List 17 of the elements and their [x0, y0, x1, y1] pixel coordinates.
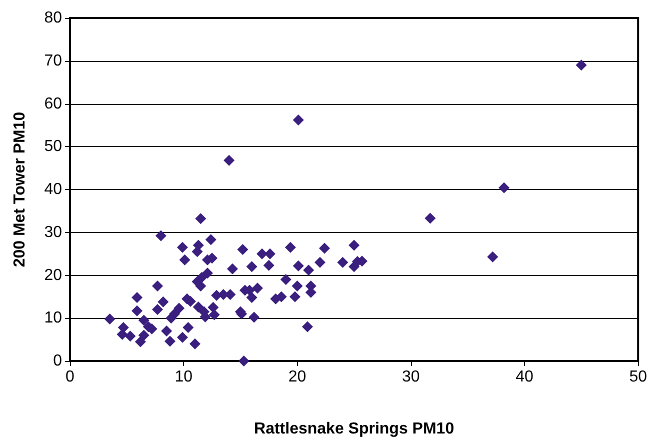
- x-tick-label: 20: [288, 368, 306, 386]
- y-tick-label: 30: [44, 224, 62, 241]
- x-tick-label: 40: [516, 368, 534, 386]
- y-tick-label: 0: [53, 352, 62, 370]
- y-tick-label: 50: [44, 138, 62, 156]
- x-tick-label: 50: [629, 368, 648, 386]
- y-tick-label: 40: [44, 181, 62, 198]
- x-tick-label: 10: [174, 368, 193, 386]
- x-tick-label: 30: [402, 368, 420, 386]
- x-tick-label: 0: [66, 368, 75, 386]
- x-axis-title: Rattlesnake Springs PM10: [254, 420, 454, 438]
- y-tick-label: 70: [44, 52, 62, 70]
- y-tick-label: 80: [44, 10, 62, 26]
- y-axis-title: 200 Met Tower PM10: [12, 112, 28, 268]
- y-tick-label: 10: [44, 310, 62, 327]
- y-tick-label: 20: [44, 266, 62, 284]
- y-tick-label: 60: [44, 95, 62, 112]
